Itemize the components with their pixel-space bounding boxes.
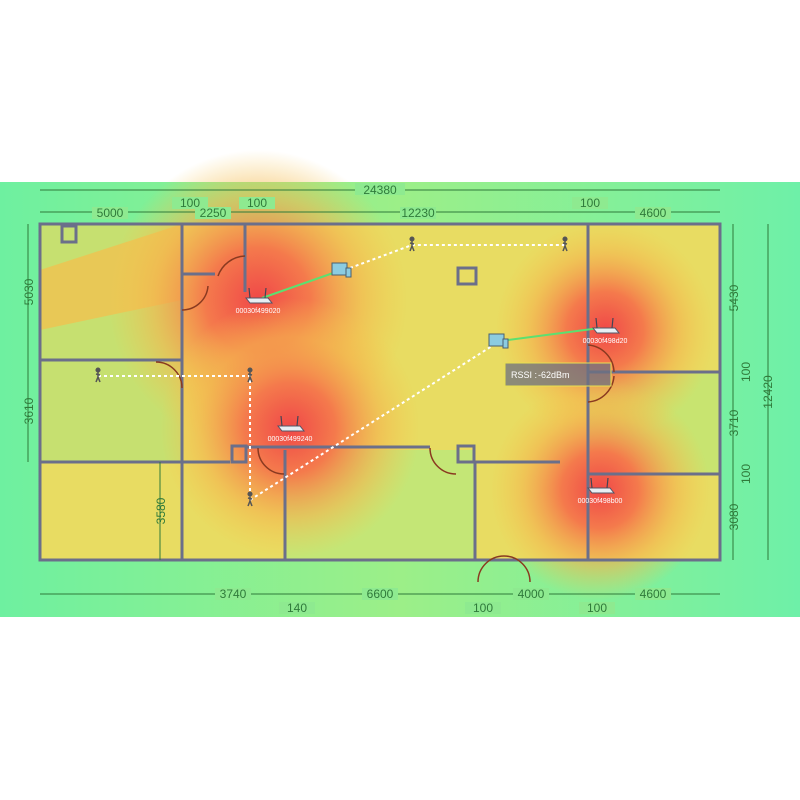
client-device-icon[interactable]	[331, 262, 352, 278]
person-icon[interactable]	[247, 367, 253, 383]
label-bg	[579, 602, 615, 614]
dimension-label: 4600	[640, 587, 667, 601]
label-bg	[572, 197, 608, 209]
access-point[interactable]: 00030f498d20	[583, 317, 628, 345]
label-bg	[400, 207, 436, 219]
person-icon[interactable]	[409, 236, 415, 252]
dimension-label: 3580	[154, 497, 168, 524]
access-point-label: 00030f498d20	[583, 338, 628, 345]
rssi-tooltip: RSSI : -62dBm	[504, 362, 612, 387]
label-bg	[279, 602, 315, 614]
rssi-label: RSSI :	[511, 370, 537, 380]
dimension-label: 100	[180, 196, 200, 210]
router-icon	[276, 415, 306, 432]
dimension-label: 2250	[200, 206, 227, 220]
dimension-label: 3710	[727, 409, 741, 436]
access-point-label: 00030f499240	[268, 436, 313, 443]
access-point[interactable]: 00030f498b00	[578, 477, 623, 505]
dimension-label: 3610	[22, 397, 36, 424]
dimension-label: 4600	[640, 206, 667, 220]
doors	[155, 255, 615, 583]
dimension-label: 100	[739, 362, 753, 382]
label-bg	[635, 588, 671, 600]
router-icon	[591, 317, 621, 334]
access-point-label: 00030f498b00	[578, 498, 623, 505]
router-icon	[586, 477, 616, 494]
label-bg	[362, 588, 398, 600]
access-point-label: 00030f499020	[236, 308, 281, 315]
access-point[interactable]: 00030f499240	[268, 415, 313, 443]
label-bg	[513, 588, 549, 600]
label-bg	[215, 588, 251, 600]
label-bg	[172, 197, 208, 209]
rssi-value: -62dBm	[538, 370, 570, 380]
label-bg	[92, 207, 128, 219]
dimension-label: 3740	[220, 587, 247, 601]
dimension-label: 100	[587, 601, 607, 615]
person-icon[interactable]	[95, 367, 101, 383]
label-bg	[465, 602, 501, 614]
router-icon	[244, 287, 274, 304]
dimension-label: 5000	[97, 206, 124, 220]
label-bg	[195, 207, 231, 219]
dimension-label: 24380	[363, 183, 397, 197]
dimension-label: 140	[287, 601, 307, 615]
access-point[interactable]: 00030f499020	[236, 287, 281, 315]
label-bg	[239, 197, 275, 209]
label-bg	[355, 183, 405, 195]
dimension-label: 100	[247, 196, 267, 210]
dimension-label: 100	[739, 464, 753, 484]
dimension-label: 100	[580, 196, 600, 210]
label-bg	[635, 207, 671, 219]
dimension-label: 12230	[401, 206, 435, 220]
dimension-label: 12420	[761, 375, 775, 409]
dimension-label: 100	[473, 601, 493, 615]
client-device-icon[interactable]	[488, 333, 509, 349]
dimension-label: 5030	[22, 278, 36, 305]
dimension-label: 3080	[727, 503, 741, 530]
person-icon[interactable]	[247, 491, 253, 507]
dimension-label: 6600	[367, 587, 394, 601]
person-icon[interactable]	[562, 236, 568, 252]
dimension-label: 5430	[727, 284, 741, 311]
dimension-label: 4000	[518, 587, 545, 601]
